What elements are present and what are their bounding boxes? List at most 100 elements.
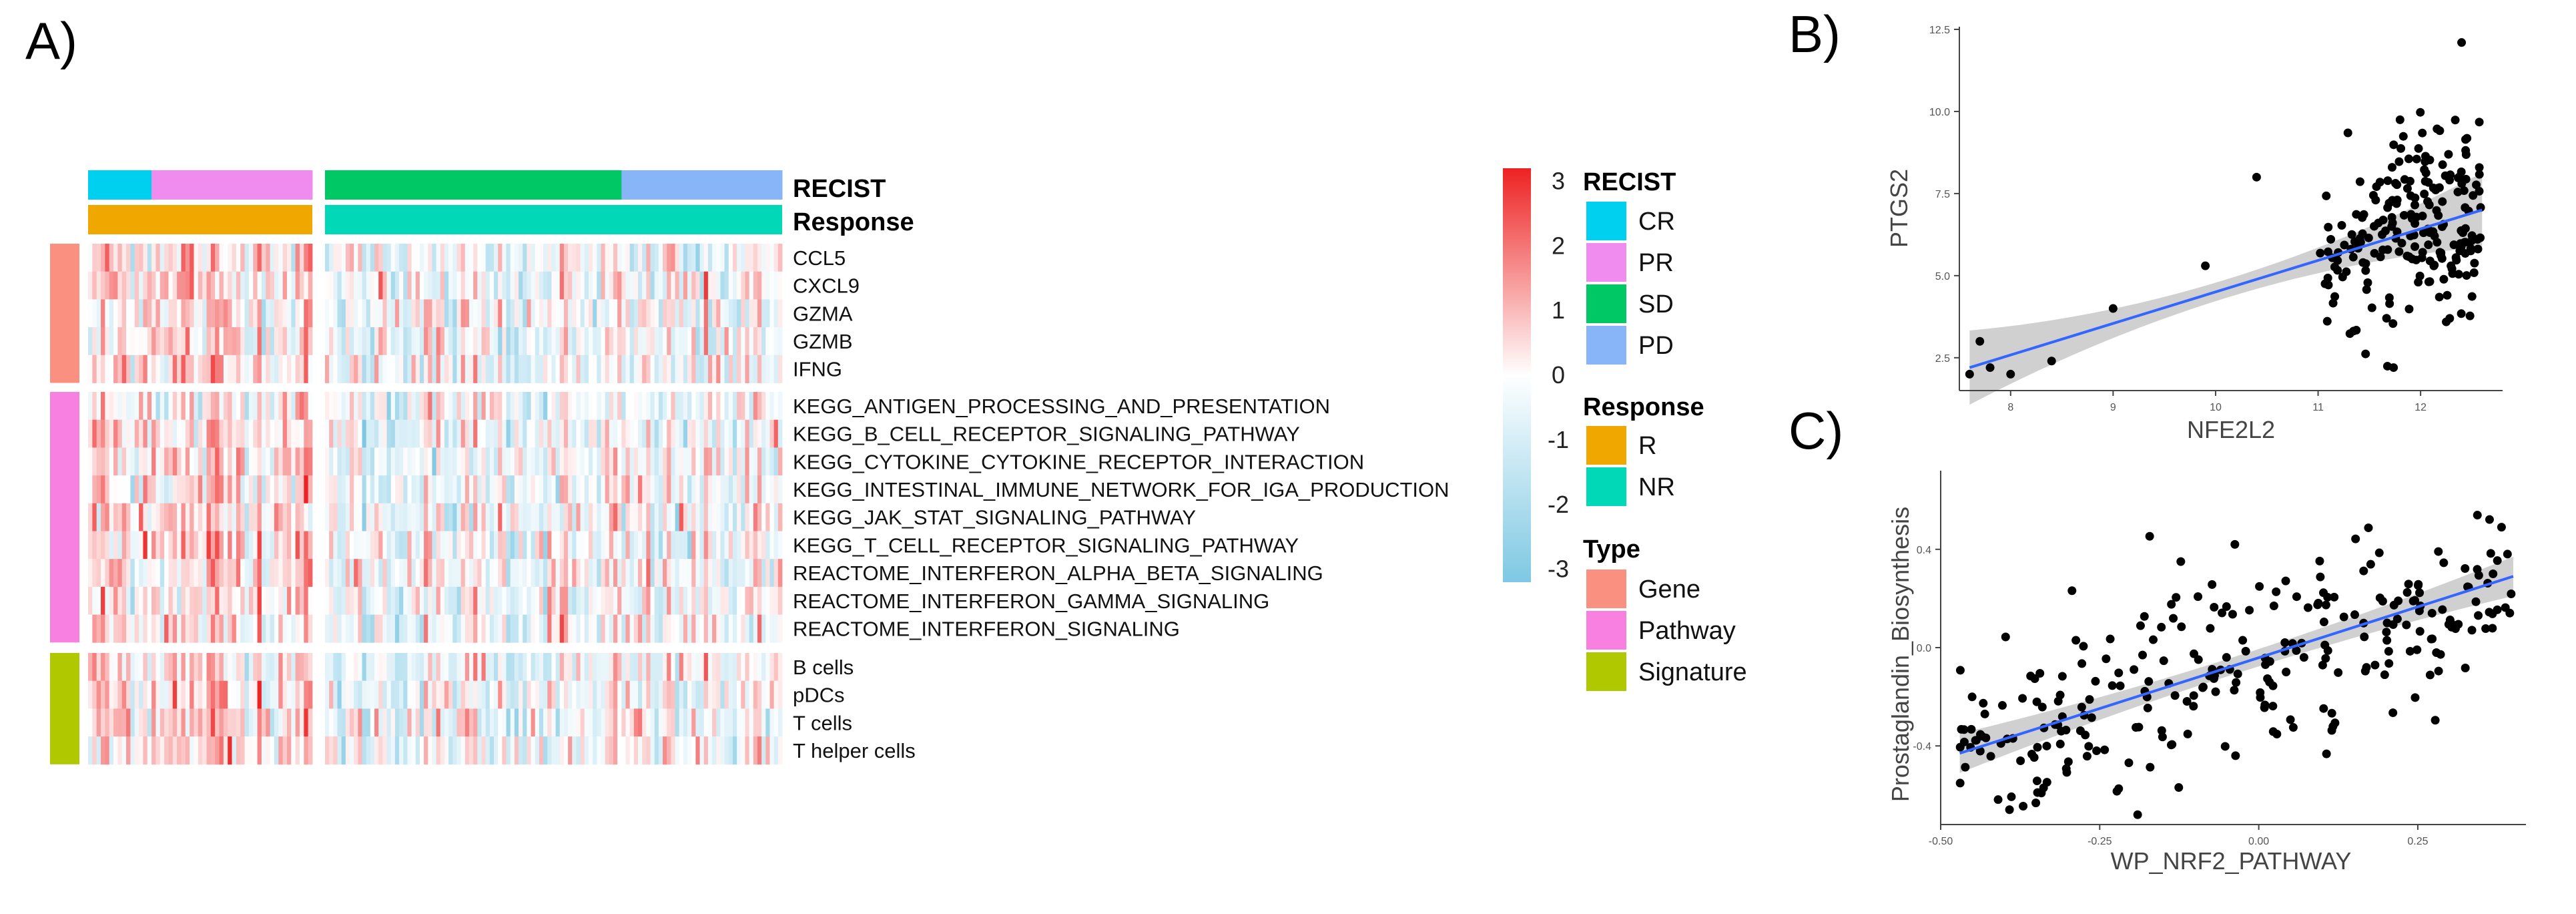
heatmap-cell (126, 447, 131, 476)
c-point (2140, 612, 2149, 621)
c-point (2272, 587, 2281, 596)
heatmap-cell (695, 503, 700, 531)
heatmap-cell (253, 680, 258, 709)
heatmap-cell (244, 271, 250, 300)
heatmap-cell (202, 271, 207, 300)
heatmap-cell (444, 355, 449, 383)
heatmap-cell (274, 531, 279, 559)
heatmap-cell (452, 419, 457, 448)
b-point (2350, 237, 2360, 246)
heatmap-cell (498, 419, 503, 448)
heatmap-cell (712, 559, 717, 588)
heatmap-cell (358, 653, 362, 682)
heatmap-cell (190, 586, 194, 615)
heatmap-cell (510, 708, 515, 737)
heatmap-cell (699, 586, 705, 615)
heatmap-cell (424, 392, 428, 421)
heatmap-cell (337, 653, 342, 682)
heatmap-cell (399, 503, 404, 531)
heatmap-cell (168, 736, 174, 765)
heatmap-cell (215, 392, 220, 421)
c-point (2374, 548, 2384, 557)
heatmap-cell (202, 708, 207, 737)
heatmap-cell (691, 299, 696, 328)
b-point (2465, 311, 2475, 320)
heatmap-cell (386, 708, 392, 737)
heatmap-cell (354, 392, 358, 421)
heatmap-cell (773, 503, 779, 531)
heatmap-cell (683, 614, 688, 643)
heatmap-cell (223, 355, 228, 383)
heatmap-cell (366, 503, 371, 531)
heatmap-cell (101, 559, 105, 588)
heatmap-cell (588, 447, 593, 476)
heatmap-cell (215, 708, 220, 737)
heatmap-cell (597, 392, 601, 421)
heatmap-cell (695, 392, 700, 421)
heatmap-cell (695, 614, 700, 643)
heatmap-cell (181, 327, 186, 356)
heatmap-cell (386, 419, 392, 448)
heatmap-cell (633, 299, 639, 328)
heatmap-cell (605, 392, 610, 421)
heatmap-cell (295, 355, 300, 383)
heatmap-cell (514, 392, 519, 421)
c-point (2359, 566, 2368, 576)
heatmap-cell (134, 503, 139, 531)
heatmap-cell (716, 531, 721, 559)
heatmap-cell (663, 327, 667, 356)
c-point (2402, 588, 2412, 597)
heatmap-cell (460, 244, 466, 272)
heatmap-cell (703, 271, 709, 300)
heatmap-cell (164, 327, 169, 356)
heatmap-cell (278, 614, 284, 643)
b-point (2430, 260, 2439, 270)
heatmap-cell (248, 244, 254, 272)
heatmap-cell (419, 503, 424, 531)
heatmap-cell (777, 586, 783, 615)
heatmap-cell (720, 736, 725, 765)
heatmap-cell (370, 475, 375, 504)
heatmap-cell (325, 299, 330, 328)
heatmap-cell (228, 327, 232, 356)
heatmap-cell (164, 447, 169, 476)
heatmap-cell (502, 680, 507, 709)
b-point (2475, 118, 2484, 127)
heatmap-cell (113, 531, 118, 559)
heatmap-cell (547, 680, 552, 709)
heatmap-cell (198, 708, 203, 737)
heatmap-cell (88, 503, 93, 531)
heatmap-cell (159, 736, 165, 765)
heatmap-cell (168, 327, 174, 356)
heatmap-cell (485, 271, 491, 300)
heatmap-cell (172, 475, 178, 504)
b-point (2387, 163, 2396, 172)
heatmap-cell (378, 503, 383, 531)
c-point (2415, 627, 2425, 636)
b-point (2476, 203, 2485, 212)
heatmap-cell (424, 355, 428, 383)
heatmap-cell (464, 680, 470, 709)
heatmap-cell (777, 653, 783, 682)
heatmap-cell (291, 559, 296, 588)
heatmap-cell (477, 653, 482, 682)
c-point (2384, 647, 2393, 656)
heatmap-cell (555, 419, 561, 448)
heatmap-cell (527, 299, 531, 328)
heatmap-cell (675, 447, 680, 476)
heatmap-cell (695, 559, 700, 588)
heatmap-cell (139, 244, 143, 272)
heatmap-cell (337, 680, 342, 709)
heatmap-cell (341, 244, 346, 272)
c-x-tick-label: 0.00 (2248, 836, 2269, 847)
heatmap-cell (432, 503, 437, 531)
heatmap-cell (580, 614, 585, 643)
b-point (2453, 173, 2463, 182)
c-point (2032, 697, 2041, 706)
heatmap-cell (134, 680, 139, 709)
heatmap-cell (638, 447, 643, 476)
heatmap-cell (210, 475, 216, 504)
heatmap-cell (749, 653, 754, 682)
heatmap-cell (456, 447, 462, 476)
heatmap-cell (440, 271, 445, 300)
